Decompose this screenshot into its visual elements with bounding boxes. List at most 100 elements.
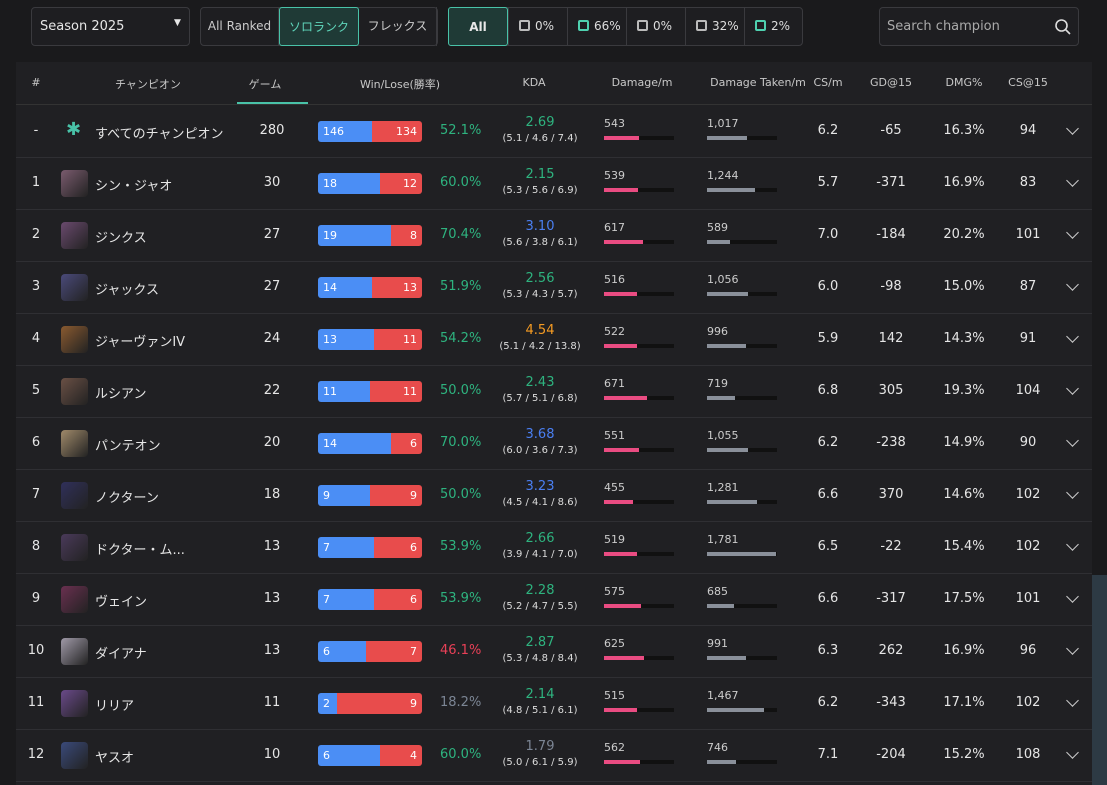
winrate: 52.1% <box>440 123 482 138</box>
season-select[interactable]: Season 2025 ▼ <box>31 7 190 46</box>
damage-bar <box>604 604 641 608</box>
gd-at-15: -98 <box>880 279 902 294</box>
column-header[interactable]: チャンピオン <box>115 78 181 91</box>
expand-chevron[interactable] <box>1066 590 1079 603</box>
damage-track <box>604 552 674 556</box>
champion-portrait <box>61 326 88 353</box>
damage-value: 671 <box>604 377 625 390</box>
column-header[interactable]: CS@15 <box>1008 76 1048 89</box>
taken-value: 996 <box>707 325 728 338</box>
table-row[interactable]: 8 ドクター・ム... 13 7 6 53.9% 2.66 (3.9 / 4.1 / 7.0)… <box>16 522 1092 574</box>
table-row[interactable]: 10 ダイアナ 13 6 7 46.1% 2.87 (5.3 / 4.8 / 8.4) 625 9… <box>16 626 1092 678</box>
damage-bar <box>604 188 639 192</box>
damage-value: 625 <box>604 637 625 650</box>
expand-chevron[interactable] <box>1066 694 1079 707</box>
column-header[interactable]: ゲーム <box>248 78 282 91</box>
expand-chevron[interactable] <box>1066 434 1079 447</box>
rank: 3 <box>31 279 41 294</box>
winrate: 46.1% <box>440 643 482 658</box>
table-row[interactable]: 3 ジャックス 27 14 13 51.9% 2.56 (5.3 / 4.3 / 5.7) 51… <box>16 262 1092 314</box>
column-header[interactable]: Win/Lose(勝率) <box>359 78 441 91</box>
taken-bar <box>707 136 747 140</box>
games: 13 <box>263 591 281 606</box>
champion-name: ヤスオ <box>95 751 135 766</box>
kda: 2.28 <box>525 583 555 598</box>
queue-tab[interactable]: All Ranked <box>201 7 279 46</box>
queue-tab[interactable]: ソロランク <box>279 7 359 46</box>
win-bar: 14 <box>318 277 372 298</box>
role-tab[interactable]: 32% <box>685 8 744 45</box>
table-row[interactable]: 1 シン・ジャオ 30 18 12 60.0% 2.15 (5.3 / 5.6 / 6.9) 5… <box>16 158 1092 210</box>
column-header[interactable]: Damage Taken/m <box>710 76 806 89</box>
column-header[interactable]: KDA <box>522 76 546 89</box>
expand-chevron[interactable] <box>1066 226 1079 239</box>
expand-chevron[interactable] <box>1066 382 1079 395</box>
cs-at-15: 104 <box>1015 383 1041 398</box>
table-row[interactable]: 12 ヤスオ 10 6 4 60.0% 1.79 (5.0 / 6.1 / 5.9) 562 74… <box>16 730 1092 782</box>
expand-chevron[interactable] <box>1066 174 1079 187</box>
cs-at-15: 87 <box>1019 279 1037 294</box>
expand-chevron[interactable] <box>1066 642 1079 655</box>
table-row[interactable]: 7 ノクターン 18 9 9 50.0% 3.23 (4.5 / 4.1 / 8.6) 455 1… <box>16 470 1092 522</box>
kda-detail: (5.1 / 4.2 / 13.8) <box>499 341 581 352</box>
search-box[interactable]: Search champion <box>879 7 1079 46</box>
header-row <box>16 62 1092 105</box>
champion-name: リリア <box>95 699 135 714</box>
table-row[interactable]: 6 パンテオン 20 14 6 70.0% 3.68 (6.0 / 3.6 / 7.3) 551… <box>16 418 1092 470</box>
expand-chevron[interactable] <box>1066 278 1079 291</box>
taken-bar <box>707 708 765 712</box>
expand-chevron[interactable] <box>1066 330 1079 343</box>
role-tab[interactable]: 66% <box>567 8 626 45</box>
losses-label: 9 <box>409 697 417 710</box>
expand-chevron[interactable] <box>1066 746 1079 759</box>
wins-label: 6 <box>323 645 330 658</box>
gd-at-15: 262 <box>878 643 904 658</box>
champion-portrait <box>61 378 88 405</box>
taken-value: 1,056 <box>707 273 739 286</box>
expand-chevron[interactable] <box>1066 538 1079 551</box>
expand-chevron[interactable] <box>1066 122 1079 135</box>
table-row[interactable]: - ✱ すべてのチャンピオン 280 146 134 52.1% 2.69 (5.1 / 4.6… <box>16 106 1092 158</box>
table-row[interactable]: 5 ルシアン 22 11 11 50.0% 2.43 (5.7 / 5.1 / 6.8) 671… <box>16 366 1092 418</box>
expand-chevron[interactable] <box>1066 486 1079 499</box>
taken-bar <box>707 500 757 504</box>
damage-track <box>604 708 674 712</box>
champion-table: # チャンピオン ゲーム Win/Lose(勝率) KDA Damage/m Damage … <box>16 62 1092 785</box>
queue-tab[interactable]: フレックス <box>359 7 437 46</box>
table-row[interactable]: 4 ジャーヴァンIV 24 13 11 54.2% 4.54 (5.1 / 4.2 / 13.… <box>16 314 1092 366</box>
role-tabs: All 0% 66% 0% 32% 2% <box>448 7 803 46</box>
taken-track <box>707 240 777 244</box>
winrate: 60.0% <box>440 175 482 190</box>
kda-detail: (5.3 / 4.8 / 8.4) <box>502 653 578 664</box>
column-header[interactable]: Damage/m <box>611 76 673 89</box>
games: 20 <box>263 435 281 450</box>
games: 13 <box>263 539 281 554</box>
taken-bar <box>707 760 736 764</box>
column-header[interactable]: GD@15 <box>870 76 912 89</box>
gd-at-15: -238 <box>876 435 906 450</box>
lose-bar: 13 <box>371 277 422 298</box>
role-tab[interactable]: 0% <box>508 8 567 45</box>
taken-bar <box>707 552 777 556</box>
damage-value: 522 <box>604 325 625 338</box>
table-row[interactable]: 9 ヴェイン 13 7 6 53.9% 2.28 (5.2 / 4.7 / 5.5) 575 68… <box>16 574 1092 626</box>
gd-at-15: -22 <box>880 539 902 554</box>
column-header[interactable]: CS/m <box>813 76 843 89</box>
role-tab-all[interactable]: All <box>448 7 508 46</box>
table-row[interactable]: 2 ジンクス 27 19 8 70.4% 3.10 (5.6 / 3.8 / 6.1) 617 5… <box>16 210 1092 262</box>
role-tab[interactable]: 0% <box>626 8 685 45</box>
role-tab[interactable]: 2% <box>744 8 803 45</box>
losses-label: 12 <box>402 177 417 190</box>
champion-name: ルシアン <box>95 387 147 402</box>
kda-detail: (5.3 / 5.6 / 6.9) <box>502 185 578 196</box>
winrate: 51.9% <box>440 279 482 294</box>
column-header[interactable]: DMG% <box>945 76 983 89</box>
games: 27 <box>263 227 281 242</box>
cs-at-15: 91 <box>1019 331 1037 346</box>
damage-percent: 20.2% <box>943 227 985 242</box>
rank: 6 <box>31 435 41 450</box>
cs-per-min: 6.5 <box>817 539 839 554</box>
rank: 1 <box>31 175 41 190</box>
table-row[interactable]: 11 リリア 11 2 9 18.2% 2.14 (4.8 / 5.1 / 6.1) 515 1,… <box>16 678 1092 730</box>
damage-bar <box>604 344 638 348</box>
